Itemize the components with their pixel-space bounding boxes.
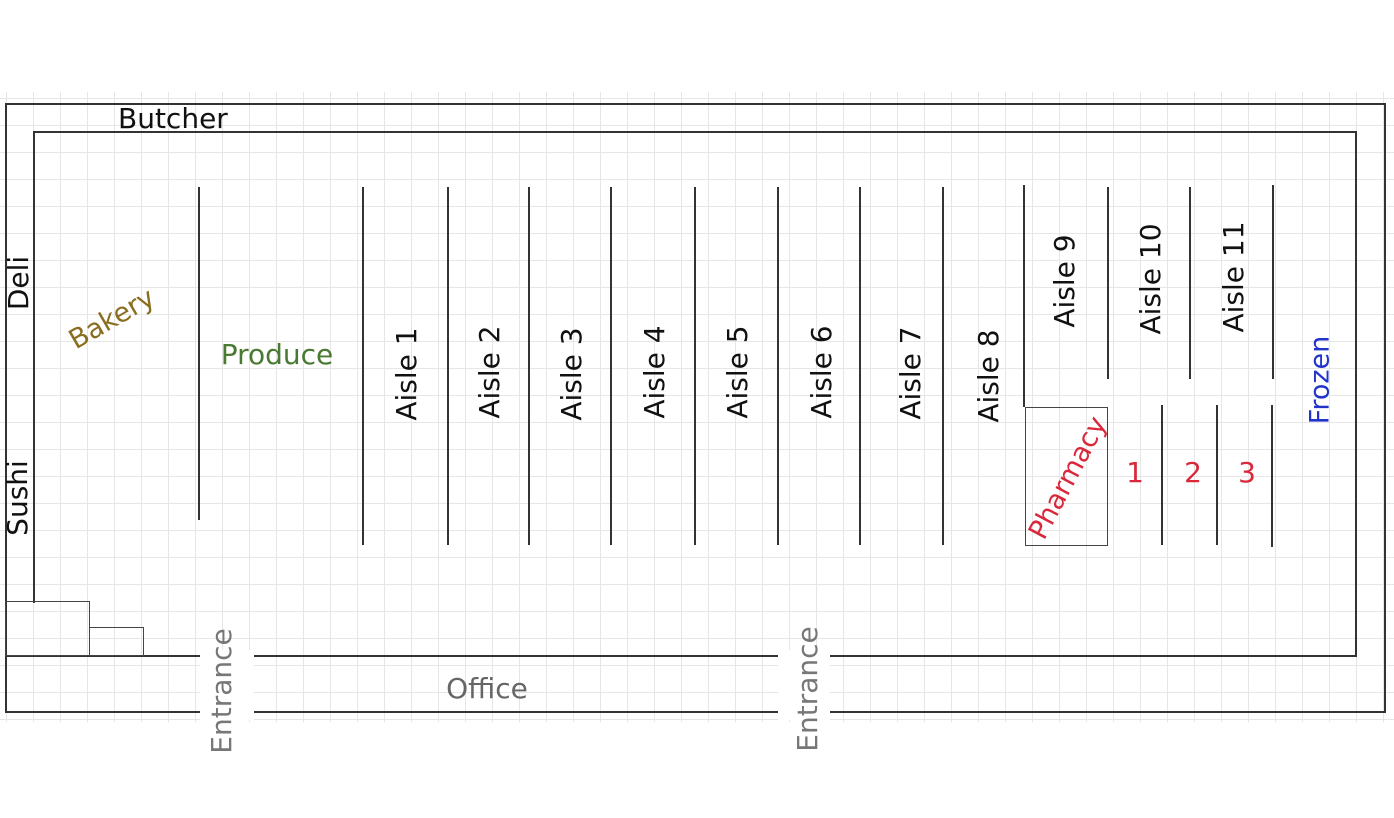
shelf-7 <box>859 187 861 545</box>
storage-box-small <box>89 627 144 656</box>
frozen-label: Frozen <box>1304 335 1336 425</box>
outer-wall-right <box>1384 103 1386 713</box>
inner-wall-bottom <box>5 655 1356 657</box>
shelf-11-top <box>1189 187 1191 379</box>
inner-wall-right <box>1355 131 1357 657</box>
storage-box-large <box>5 601 90 656</box>
aisle-7-label: Aisle 7 <box>894 326 927 420</box>
aisle-8-label: Aisle 8 <box>972 329 1005 423</box>
pharmacy-counter-2: 2 <box>1184 456 1202 489</box>
aisle-6-label: Aisle 6 <box>805 325 838 419</box>
aisle-3-label: Aisle 3 <box>555 327 588 421</box>
shelf-4 <box>610 187 612 545</box>
shelf-8 <box>942 187 944 545</box>
produce-label: Produce <box>220 338 334 371</box>
pharmacy-counter-3: 3 <box>1238 456 1256 489</box>
produce-shelf <box>198 187 200 520</box>
sushi-label: Sushi <box>1 460 34 536</box>
butcher-label: Butcher <box>118 102 228 135</box>
shelf-1 <box>362 187 364 545</box>
outer-wall-top <box>5 103 1385 105</box>
pharmacy-box <box>1025 407 1108 546</box>
outer-wall-bottom <box>5 711 1385 713</box>
aisle-1-label: Aisle 1 <box>390 327 423 421</box>
shelf-10-top <box>1107 187 1109 379</box>
inner-wall-top <box>33 131 1356 133</box>
outer-wall-left <box>5 103 7 713</box>
shelf-12-top <box>1272 185 1274 379</box>
aisle-2-label: Aisle 2 <box>473 325 506 419</box>
shelf-3 <box>528 187 530 545</box>
inner-wall-left <box>33 131 35 603</box>
office-label: Office <box>446 672 528 705</box>
counter-divider-1 <box>1161 405 1163 545</box>
shelf-5 <box>694 187 696 545</box>
entrance-gap-right <box>778 650 830 720</box>
aisle-11-label: Aisle 11 <box>1217 221 1250 333</box>
counter-divider-3 <box>1271 405 1273 547</box>
aisle-5-label: Aisle 5 <box>721 325 754 419</box>
pharmacy-counter-1: 1 <box>1126 456 1144 489</box>
aisle-10-label: Aisle 10 <box>1134 223 1167 335</box>
aisle-4-label: Aisle 4 <box>638 325 671 419</box>
counter-divider-2 <box>1216 405 1218 545</box>
shelf-6 <box>777 187 779 545</box>
entrance-gap-left <box>200 650 254 720</box>
aisle-9-label: Aisle 9 <box>1048 234 1081 328</box>
shelf-9 <box>1023 185 1025 407</box>
entrance-right-label: Entrance <box>791 626 824 752</box>
shelf-2 <box>447 187 449 545</box>
deli-label: Deli <box>2 255 35 311</box>
entrance-left-label: Entrance <box>205 628 238 754</box>
